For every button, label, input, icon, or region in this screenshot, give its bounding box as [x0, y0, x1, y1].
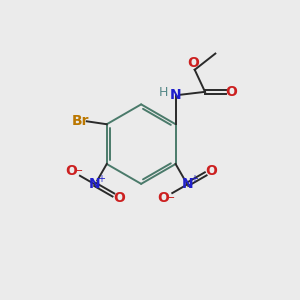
Text: O: O	[206, 164, 217, 178]
Text: +: +	[98, 173, 106, 184]
Text: O: O	[158, 191, 169, 205]
Text: N: N	[89, 177, 101, 191]
Text: N: N	[170, 88, 182, 102]
Text: Br: Br	[71, 114, 89, 128]
Text: −: −	[166, 193, 175, 203]
Text: O: O	[225, 85, 237, 99]
Text: O: O	[65, 164, 77, 178]
Text: O: O	[113, 191, 125, 205]
Text: H: H	[158, 86, 168, 99]
Text: −: −	[74, 166, 83, 176]
Text: N: N	[182, 177, 193, 191]
Text: O: O	[187, 56, 199, 70]
Text: +: +	[190, 173, 198, 184]
